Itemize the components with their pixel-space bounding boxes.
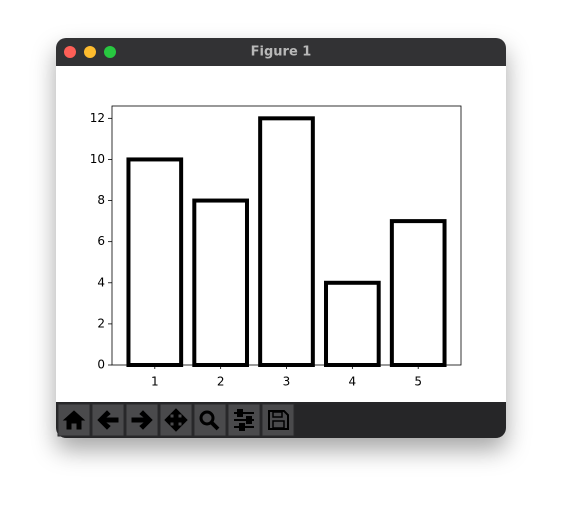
zoom-icon-handle (209, 420, 220, 431)
save-icon-part (272, 411, 283, 418)
zoom-button[interactable] (104, 46, 116, 58)
y-tick-label: 10 (90, 152, 105, 166)
x-tick-label: 5 (414, 375, 422, 389)
x-tick-label: 1 (151, 375, 159, 389)
x-tick-label: 3 (283, 375, 291, 389)
x-tick-label: 4 (349, 375, 357, 389)
minimize-button[interactable] (84, 46, 96, 58)
save-button[interactable] (261, 403, 295, 437)
bar (126, 157, 184, 367)
y-tick-label: 6 (97, 234, 105, 248)
save-icon-part (272, 420, 285, 429)
home-icon (62, 410, 86, 430)
pan-icon (164, 408, 188, 432)
bar (192, 198, 249, 367)
bar (389, 219, 447, 367)
window-title: Figure 1 (251, 45, 312, 60)
back-icon (97, 410, 119, 430)
zoom-rect-button[interactable] (193, 403, 227, 437)
configure-icon (234, 409, 254, 431)
y-tick-label: 12 (90, 111, 105, 125)
title-bar (56, 38, 506, 66)
y-tick-label: 2 (97, 316, 105, 330)
x-tick-label: 2 (217, 375, 225, 389)
toolbar-buttons (57, 403, 295, 437)
close-button[interactable] (64, 46, 76, 58)
bar (324, 280, 381, 367)
y-tick-label: 4 (97, 275, 105, 289)
save-icon (268, 410, 289, 430)
forward-icon (131, 410, 153, 430)
y-tick-label: 8 (97, 193, 105, 207)
zoom-icon (199, 410, 215, 426)
bar (258, 116, 315, 368)
y-tick-label: 0 (97, 358, 105, 372)
